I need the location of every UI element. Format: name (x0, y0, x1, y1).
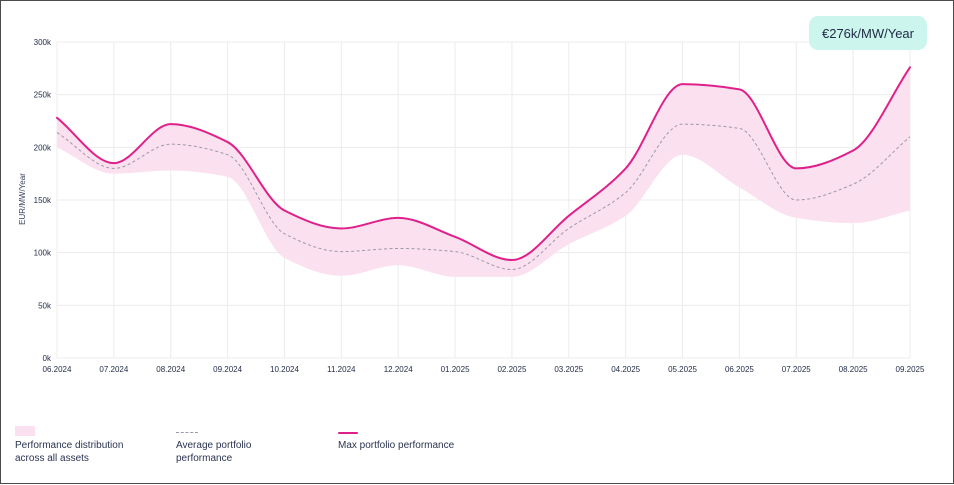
legend-line-swatch (338, 432, 358, 434)
y-tick-label: 50k (38, 301, 52, 310)
distribution-band-layer (57, 67, 910, 277)
legend-label-distribution: Performance distribution across all asse… (15, 439, 145, 465)
x-tick-label: 10.2024 (270, 365, 299, 374)
legend-label-distribution-line1: Performance distribution (15, 440, 124, 451)
x-tick-label: 01.2025 (441, 365, 470, 374)
y-tick-label: 200k (34, 143, 52, 152)
x-tick-label: 11.2024 (327, 365, 356, 374)
y-tick-label: 150k (34, 196, 52, 205)
legend-label-average: Average portfolio performance (176, 439, 306, 465)
average-portfolio-line (56, 123, 911, 271)
x-tick-label: 09.2025 (896, 365, 925, 374)
x-tick-label: 08.2025 (839, 365, 868, 374)
legend-item-distribution[interactable]: Performance distribution across all asse… (15, 426, 145, 465)
y-tick-label: 0k (43, 354, 52, 363)
current-value-badge: €276k/MW/Year (809, 16, 927, 50)
y-tick-label: 250k (34, 91, 52, 100)
y-axis-title: EUR/MW/Year (18, 173, 27, 225)
x-tick-label: 02.2025 (497, 365, 526, 374)
y-tick-label: 300k (34, 38, 52, 47)
legend-label-average-line2: performance (176, 453, 233, 464)
legend-dash-swatch (176, 432, 198, 434)
x-tick-label: 12.2024 (384, 365, 413, 374)
legend-item-max[interactable]: Max portfolio performance (338, 426, 538, 452)
y-axis-ticks: 0k 50k 100k 150k 200k 250k 300k (34, 38, 52, 363)
legend-label-max: Max portfolio performance (338, 440, 455, 451)
x-tick-label: 07.2024 (99, 365, 128, 374)
max-line-layer (56, 66, 911, 262)
x-tick-label: 05.2025 (668, 365, 697, 374)
average-line-layer (56, 123, 911, 271)
x-tick-label: 04.2025 (611, 365, 640, 374)
max-portfolio-line (56, 66, 911, 262)
x-tick-label: 06.2025 (725, 365, 754, 374)
legend-band-swatch (15, 426, 35, 436)
x-tick-label: 06.2024 (43, 365, 72, 374)
y-tick-label: 100k (34, 249, 52, 258)
x-axis-ticks: 06.2024 07.2024 08.2024 09.2024 10.2024 11.20… (43, 365, 925, 374)
legend-label-distribution-line2: across all assets (15, 453, 89, 464)
distribution-band (57, 67, 910, 277)
x-tick-label: 07.2025 (782, 365, 811, 374)
legend-item-average[interactable]: Average portfolio performance (176, 426, 306, 465)
x-tick-label: 09.2024 (213, 365, 242, 374)
x-tick-label: 03.2025 (554, 365, 583, 374)
legend-label-average-line1: Average portfolio (176, 440, 252, 451)
x-tick-label: 08.2024 (156, 365, 185, 374)
